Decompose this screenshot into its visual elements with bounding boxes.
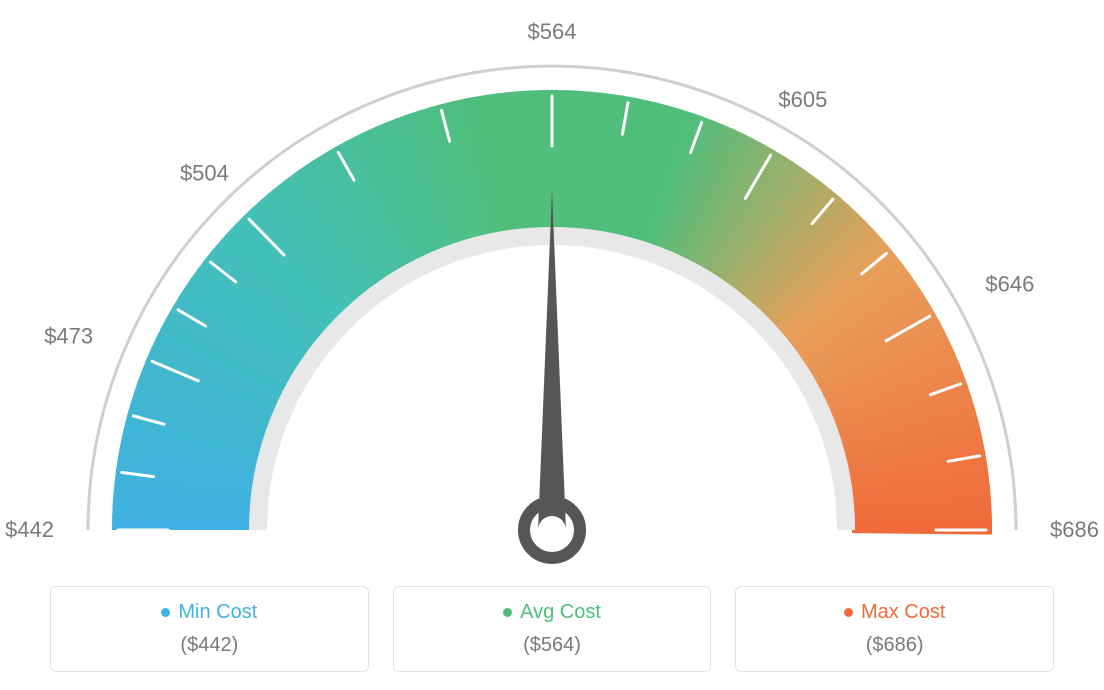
gauge-tick-label: $473 <box>44 323 93 348</box>
legend-card-avg: Avg Cost ($564) <box>393 586 712 672</box>
gauge-tick-label: $686 <box>1050 517 1099 542</box>
legend-title-max: Max Cost <box>844 601 945 624</box>
legend-title-text: Max Cost <box>861 601 945 624</box>
gauge-tick-label: $564 <box>528 19 577 44</box>
legend-title-text: Avg Cost <box>520 601 601 624</box>
gauge-tick-label: $605 <box>778 87 827 112</box>
legend-title-text: Min Cost <box>178 601 257 624</box>
legend-value-avg: ($564) <box>404 634 701 657</box>
dot-icon <box>161 608 170 617</box>
legend-title-min: Min Cost <box>161 601 257 624</box>
dot-icon <box>503 608 512 617</box>
dot-icon <box>844 608 853 617</box>
legend-value-max: ($686) <box>746 634 1043 657</box>
gauge-area: $442 $473 $504 $564 $605 $646 $686 <box>0 0 1104 580</box>
gauge-tick-label: $504 <box>180 160 229 185</box>
legend-title-avg: Avg Cost <box>503 601 601 624</box>
gauge-hub-center <box>538 516 566 544</box>
gauge-tick-label: $646 <box>985 272 1034 297</box>
gauge-chart-container: $442 $473 $504 $564 $605 $646 $686 Min Cost ($… <box>0 0 1104 690</box>
legend-row: Min Cost ($442) Avg Cost ($564) Max Cost… <box>50 586 1054 672</box>
gauge-tick-label: $442 <box>5 517 54 542</box>
legend-card-max: Max Cost ($686) <box>735 586 1054 672</box>
legend-value-min: ($442) <box>61 634 358 657</box>
gauge-svg: $442 $473 $504 $564 $605 $646 $686 <box>0 0 1104 580</box>
legend-card-min: Min Cost ($442) <box>50 586 369 672</box>
